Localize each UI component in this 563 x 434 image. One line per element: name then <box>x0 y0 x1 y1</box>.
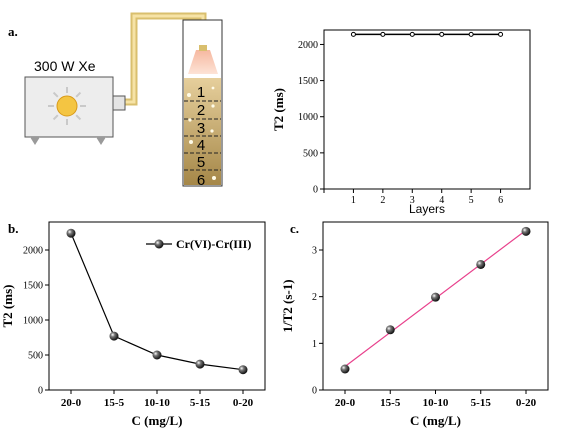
data-point <box>498 31 504 37</box>
lamp-foot-left <box>30 137 40 145</box>
lamp-foot-right <box>96 137 106 145</box>
y-tick-label: 500 <box>28 351 43 362</box>
sun-ray <box>75 91 82 98</box>
sun-icon <box>48 87 86 125</box>
sediment-dots <box>187 86 216 180</box>
data-point <box>195 359 205 369</box>
y-tick-label: 1500 <box>23 281 43 292</box>
y-axis-title: T2 (ms) <box>0 285 15 328</box>
y-tick-label: 2000 <box>23 246 43 257</box>
sun-ray <box>75 114 82 121</box>
y-tick-label: 500 <box>303 148 318 159</box>
x-tick-label: 10-10 <box>423 397 449 409</box>
y-tick-label: 0 <box>313 185 318 196</box>
light-cone <box>188 50 218 74</box>
lamp-label: 300 W Xe <box>34 58 96 74</box>
chart-a: 0 500 1000 1500 2000 1 2 3 4 5 6 Layers T2 (ms) <box>271 29 531 216</box>
legend-label: Cr(VI)-Cr(III) <box>176 237 251 251</box>
panel-label-c: c. <box>290 221 299 236</box>
data-point <box>238 365 248 375</box>
x-tick-label: 3 <box>410 195 415 206</box>
x-tick-label: 20-0 <box>335 397 356 409</box>
data-point <box>439 31 445 37</box>
panel-label-a: a. <box>8 24 18 39</box>
data-point <box>385 325 395 335</box>
chart-b: 0 500 1000 1500 2000 20-0 15-5 10-10 5-15 0-20 Cr(… <box>0 221 266 428</box>
sun-ray <box>52 91 59 98</box>
layer-number: 2 <box>197 102 205 119</box>
data-point <box>380 31 386 37</box>
legend-marker <box>154 239 164 249</box>
data-point <box>476 259 486 269</box>
layer-number: 1 <box>197 84 205 101</box>
x-tick-label: 10-10 <box>144 397 170 409</box>
plot-frame <box>323 29 531 190</box>
lamp-port <box>112 95 126 111</box>
y-tick-label: 1000 <box>298 112 318 123</box>
data-point <box>152 350 162 360</box>
x-tick-label: 5-15 <box>190 397 211 409</box>
data-point <box>431 292 440 302</box>
x-tick-label: 0-20 <box>516 397 537 409</box>
data-point <box>468 31 474 37</box>
data-point <box>409 31 415 37</box>
y-tick-label: 0 <box>312 386 317 397</box>
y-tick-label: 3 <box>312 246 317 257</box>
x-tick-label: 5 <box>469 195 474 206</box>
plot-frame <box>322 221 549 391</box>
x-axis-title: C (mg/L) <box>132 413 183 428</box>
y-tick-label: 1000 <box>23 316 43 327</box>
data-point <box>350 31 356 37</box>
y-tick-label: 0 <box>38 386 43 397</box>
layer-number: 5 <box>197 154 205 171</box>
y-tick-label: 2 <box>312 292 317 303</box>
data-point <box>340 364 350 374</box>
data-point <box>521 226 531 236</box>
x-tick-label: 2 <box>380 195 385 206</box>
sun-ray <box>52 114 59 121</box>
y-axis-title: 1/T2 (s-1) <box>280 279 295 332</box>
layer-number: 4 <box>197 137 205 154</box>
panel-label-b: b. <box>8 221 18 236</box>
fiber-tip <box>199 45 207 51</box>
series-line <box>70 232 244 371</box>
x-tick-label: 6 <box>498 195 503 206</box>
x-tick-label: 0-20 <box>233 397 254 409</box>
x-tick-label: 15-5 <box>380 397 401 409</box>
x-axis-title: C (mg/L) <box>410 413 461 428</box>
y-axis-title: T2 (ms) <box>271 88 286 131</box>
x-tick-label: 15-5 <box>104 397 125 409</box>
layer-number: 3 <box>197 120 205 137</box>
x-axis-title: Layers <box>409 202 445 216</box>
x-tick-label: 1 <box>351 195 356 206</box>
x-tick-label: 5-15 <box>471 397 492 409</box>
y-tick-label: 1 <box>312 339 317 350</box>
y-tick-label: 1500 <box>298 76 318 87</box>
data-point <box>66 228 76 238</box>
data-point <box>109 331 119 341</box>
y-tick-label: 2000 <box>298 40 318 51</box>
x-tick-label: 4 <box>439 195 444 206</box>
layer-number: 6 <box>197 172 205 189</box>
chart-c: 0 1 2 3 20-0 15-5 10-10 5-15 0-20 C (mg/L) 1/T2 (s… <box>280 221 549 428</box>
x-tick-label: 20-0 <box>61 397 82 409</box>
